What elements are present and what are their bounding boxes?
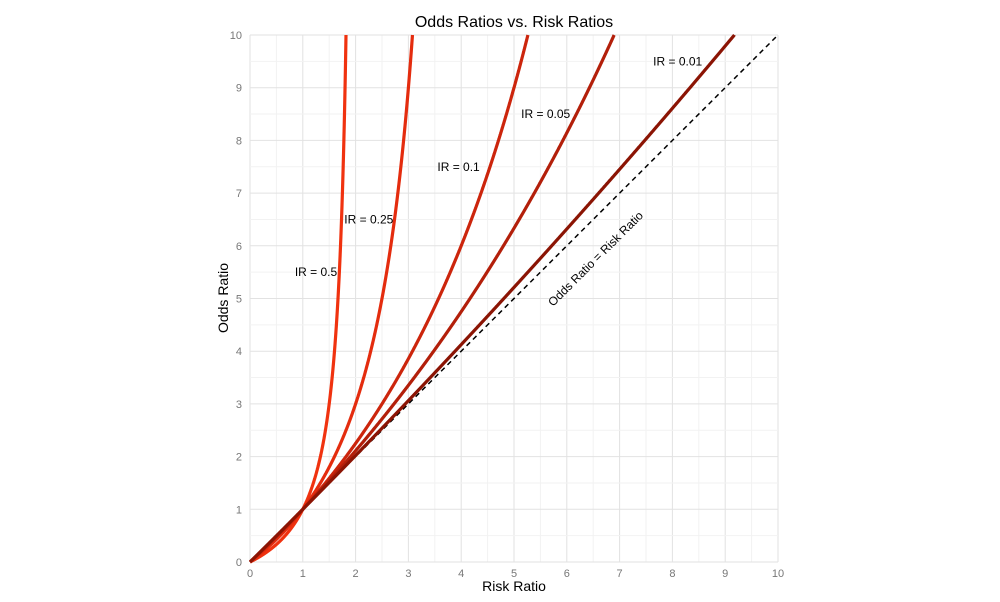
x-tick-label: 0 — [247, 568, 253, 580]
x-tick-label: 4 — [458, 568, 464, 580]
x-tick-label: 8 — [669, 568, 675, 580]
x-tick-label: 10 — [772, 568, 784, 580]
series-group — [248, 33, 736, 564]
series-line — [248, 34, 415, 564]
reference-line — [249, 34, 779, 563]
series-label: IR = 0.01 — [653, 54, 702, 68]
y-tick-label: 0 — [236, 557, 242, 569]
x-tick-label: 7 — [617, 568, 623, 580]
y-tick-label: 2 — [236, 452, 242, 464]
series-label: IR = 0.05 — [521, 107, 570, 121]
x-tick-label: 1 — [300, 568, 306, 580]
y-tick-label: 7 — [236, 188, 242, 200]
y-axis-label: Odds Ratio — [215, 263, 231, 333]
y-tick-label: 6 — [236, 241, 242, 253]
y-tick-label: 8 — [236, 135, 242, 147]
series-label: IR = 0.5 — [295, 265, 338, 279]
x-tick-label: 5 — [511, 568, 517, 580]
y-tick-label: 4 — [236, 346, 242, 358]
x-tick-label: 6 — [564, 568, 570, 580]
series-line — [248, 33, 348, 564]
y-tick-label: 9 — [236, 83, 242, 95]
series-labels: IR = 0.5 IR = 0.25 IR = 0.1 IR = 0.05 IR = 0… — [295, 54, 703, 279]
x-axis-label: Risk Ratio — [482, 578, 546, 594]
x-tick-label: 2 — [353, 568, 359, 580]
chart-title: Odds Ratios vs. Risk Ratios — [415, 14, 613, 31]
x-tick-label: 9 — [722, 568, 728, 580]
series-line — [248, 33, 736, 564]
x-tick-label: 3 — [405, 568, 411, 580]
y-tick-label: 10 — [230, 30, 242, 42]
tick-labels: 0 1 2 3 4 5 6 7 8 9 10 0 1 2 3 4 5 6 7 8 9 10 — [230, 30, 784, 580]
series-label: IR = 0.1 — [437, 160, 480, 174]
y-tick-label: 5 — [236, 294, 242, 306]
y-tick-label: 3 — [236, 399, 242, 411]
y-tick-label: 1 — [236, 504, 242, 516]
series-label: IR = 0.25 — [344, 212, 393, 226]
